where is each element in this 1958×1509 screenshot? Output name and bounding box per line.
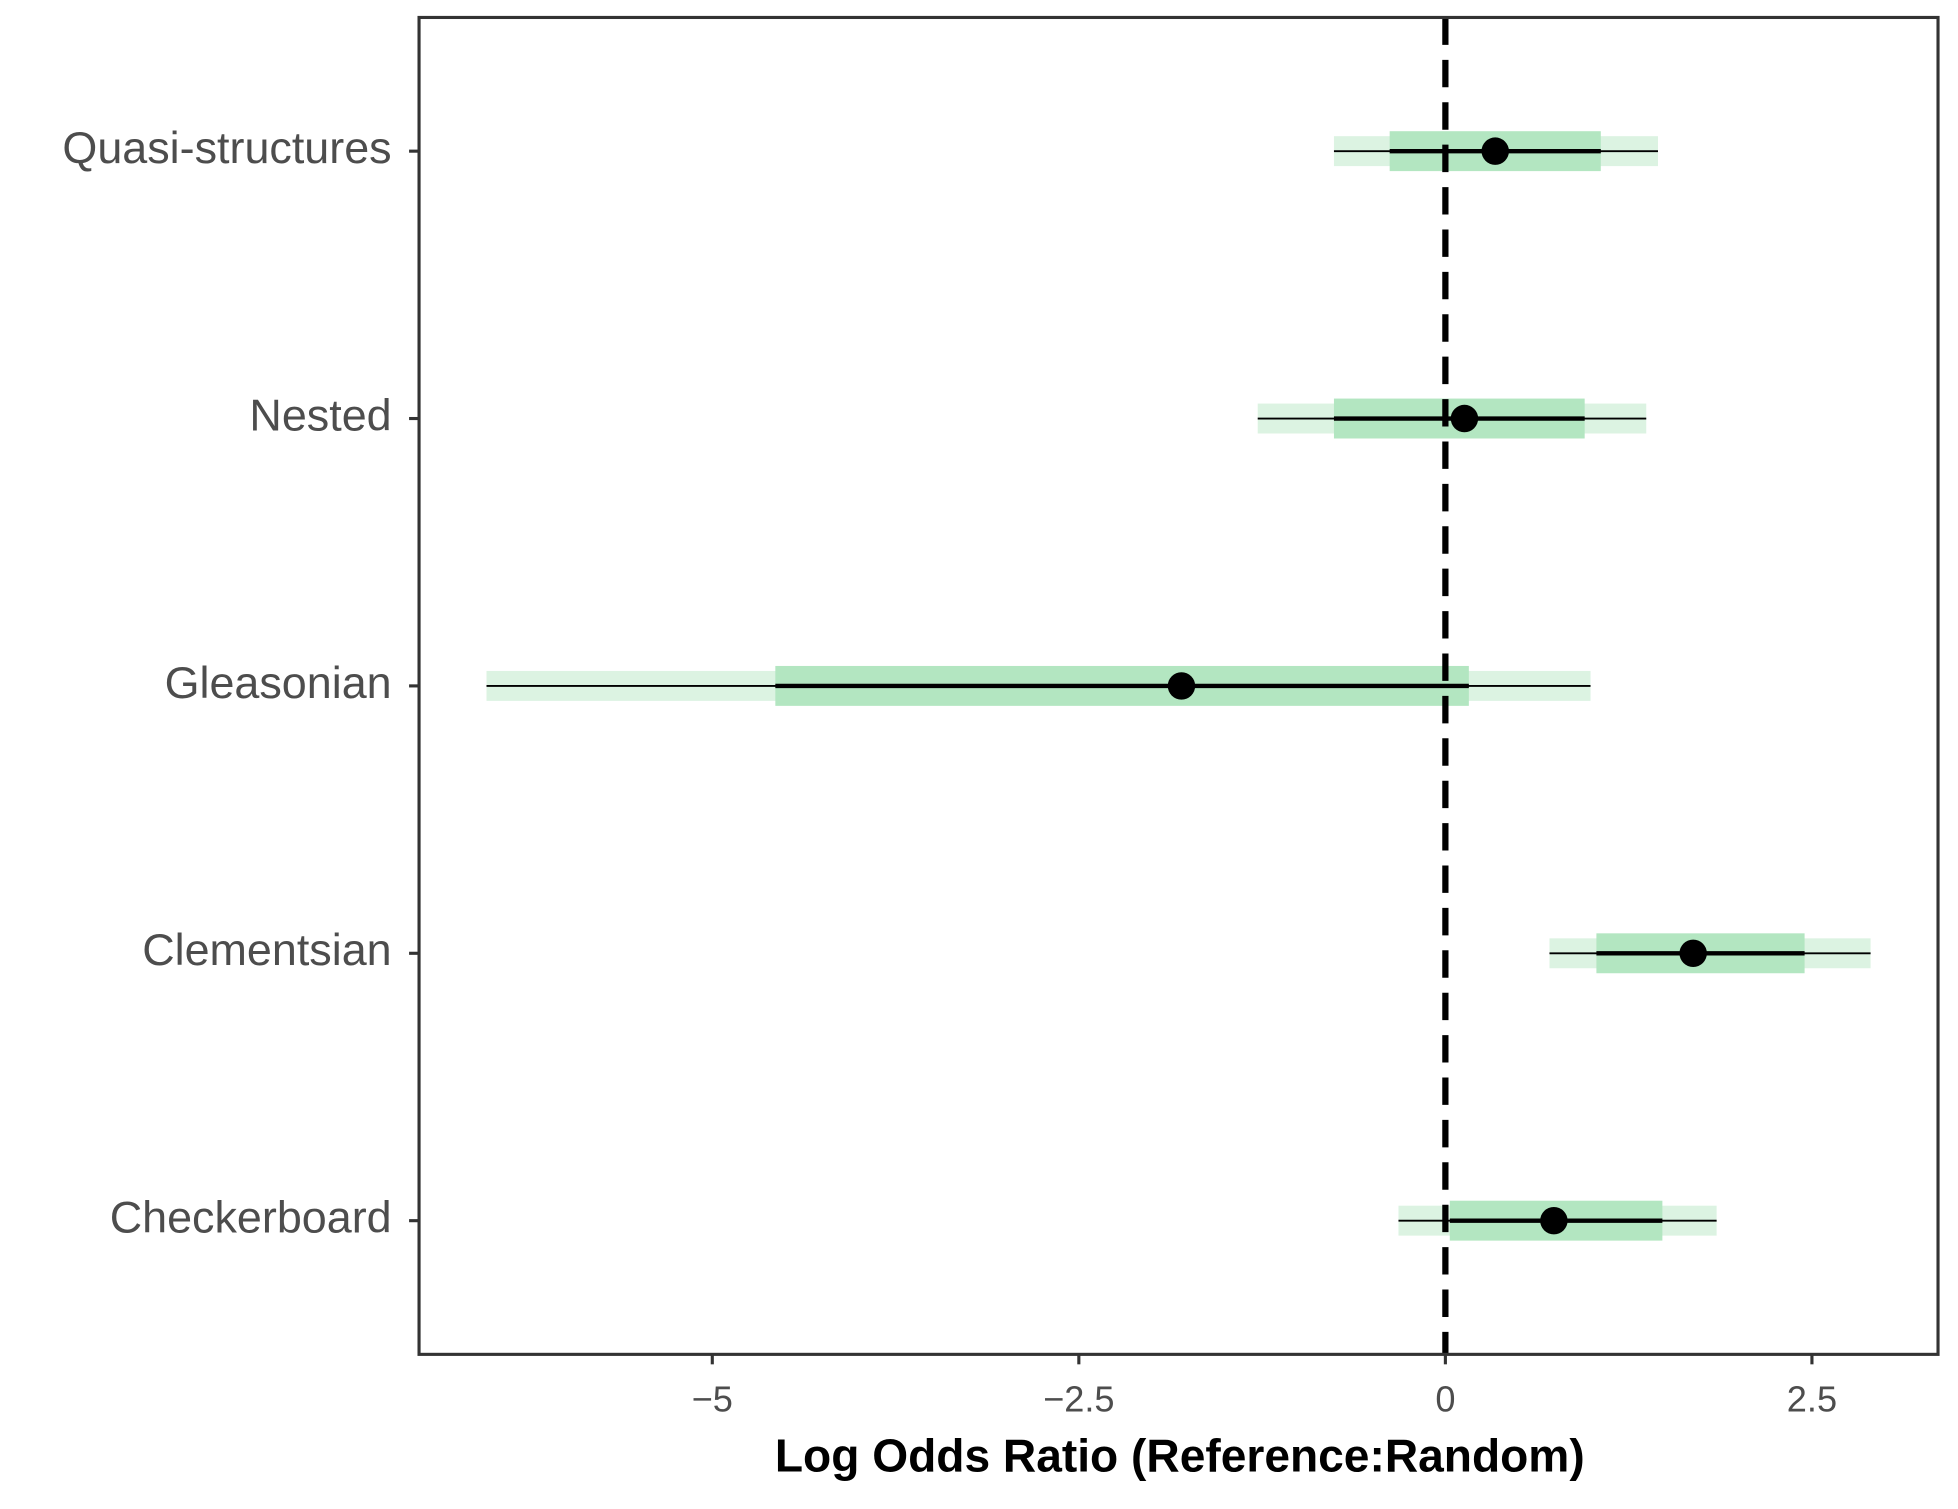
x-tick-label: 0 bbox=[1435, 1378, 1455, 1419]
x-tick-label: −5 bbox=[692, 1378, 733, 1419]
x-axis-title: Log Odds Ratio (Reference:Random) bbox=[775, 1429, 1585, 1481]
y-tick-label: Quasi-structures bbox=[62, 122, 391, 173]
panel-border bbox=[417, 15, 1940, 1356]
point bbox=[1679, 939, 1707, 968]
y-tick-label: Nested bbox=[249, 389, 391, 440]
point bbox=[1481, 137, 1509, 165]
x-tick-label: 2.5 bbox=[1787, 1378, 1837, 1419]
point bbox=[1540, 1206, 1568, 1235]
y-tick-label: Clementsian bbox=[142, 924, 391, 975]
x-tick-label: −2.5 bbox=[1043, 1378, 1114, 1419]
y-tick-label: Gleasonian bbox=[165, 657, 392, 708]
point bbox=[1167, 672, 1196, 700]
point bbox=[1450, 404, 1479, 433]
y-tick-label: Checkerboard bbox=[110, 1192, 392, 1243]
